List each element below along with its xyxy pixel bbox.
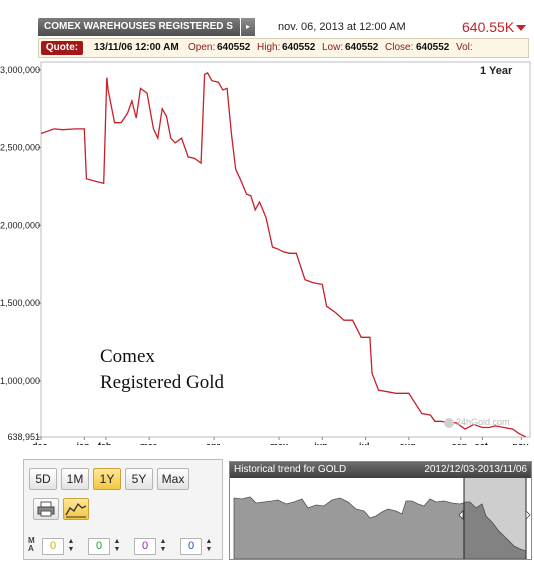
low-label: Low:	[322, 42, 344, 53]
y-tick-label: 3,000,000	[0, 65, 40, 75]
x-tick-label: may	[270, 441, 288, 445]
last-value: 640.55K	[462, 19, 515, 35]
y-tick-label: 2,500,000	[0, 143, 40, 153]
close-value: 640552	[416, 42, 450, 53]
historical-trend-panel[interactable]: Historical trend for GOLD 2012/12/03-201…	[229, 461, 532, 560]
chart-title-tab[interactable]: COMEX WAREHOUSES REGISTERED S	[38, 18, 240, 36]
header-datetime: nov. 06, 2013 at 12:00 AM	[278, 21, 406, 33]
watermark-text: 24hGold.com	[456, 417, 510, 427]
x-tick-label: sep.	[452, 441, 470, 445]
high-label: High:	[257, 42, 281, 53]
ma-stepper-3[interactable]: ▲ ▼	[159, 538, 167, 553]
annotation-line2: Registered Gold	[100, 372, 225, 393]
y-tick-label: 1,000,000	[0, 376, 40, 386]
price-chart[interactable]: 638,951 1,000,000 1,500,000 2,000,000 2,500,…	[0, 60, 534, 445]
ma-field-3[interactable]: 0	[134, 538, 156, 555]
x-tick-label: aug.	[400, 441, 419, 445]
ma-field-2[interactable]: 0	[88, 538, 110, 555]
historical-trend-title: Historical trend for GOLD 2012/12/03-201…	[230, 462, 531, 478]
quote-label: Quote:	[41, 41, 83, 55]
x-tick-label: feb.	[98, 441, 114, 445]
range-label: 1 Year	[480, 65, 513, 77]
y-tick-label: 638,951	[7, 432, 40, 442]
high-value: 640552	[282, 42, 316, 53]
historical-trend-label: Historical trend for GOLD	[234, 464, 347, 475]
logo-icon	[444, 417, 454, 428]
range-button-max[interactable]: Max	[157, 468, 189, 490]
quote-datetime: 13/11/06 12:00 AM	[94, 42, 179, 53]
y-tick-label: 1,500,000	[0, 298, 40, 308]
printer-icon	[37, 501, 55, 517]
annotation-line1: Comex	[100, 346, 155, 367]
selection-window[interactable]	[464, 478, 526, 559]
selection-left-handle-icon[interactable]	[458, 510, 464, 520]
historical-trend-area	[233, 496, 527, 559]
ma-stepper-1[interactable]: ▲ ▼	[67, 538, 75, 553]
watermark: 24hGold.com	[444, 417, 510, 428]
selection-right-handle-icon[interactable]	[525, 510, 531, 520]
x-tick-label: nov.	[512, 441, 530, 445]
y-tick-label: 2,000,000	[0, 220, 40, 230]
x-tick-label: oct.	[474, 441, 490, 445]
ma-field-1[interactable]: 0	[42, 538, 64, 555]
range-button-1y[interactable]: 1Y	[93, 468, 121, 490]
open-label: Open:	[188, 42, 216, 53]
range-button-5d[interactable]: 5D	[29, 468, 57, 490]
x-tick-label: apr.	[206, 441, 222, 445]
x-tick-label: jul.	[358, 441, 372, 445]
x-tick-label: jun.	[313, 441, 330, 445]
chart-type-button[interactable]	[63, 498, 89, 520]
range-button-1m[interactable]: 1M	[61, 468, 89, 490]
historical-trend-chart[interactable]	[230, 478, 531, 559]
vol-label: Vol:	[456, 42, 473, 53]
line-chart-icon	[65, 502, 87, 518]
print-button[interactable]	[33, 498, 59, 520]
price-line	[40, 72, 526, 438]
ma-field-4[interactable]: 0	[180, 538, 202, 555]
x-tick-label: dec.	[32, 441, 50, 445]
title-dropdown-icon[interactable]: ▸	[241, 18, 255, 36]
plot-area	[40, 61, 531, 438]
historical-trend-dates: 2012/12/03-2013/11/06	[424, 464, 527, 475]
ma-stepper-2[interactable]: ▲ ▼	[113, 538, 121, 553]
range-button-5y[interactable]: 5Y	[125, 468, 153, 490]
ma-stepper-4[interactable]: ▲ ▼	[205, 538, 213, 553]
low-value: 640552	[345, 42, 379, 53]
open-value: 640552	[217, 42, 251, 53]
x-tick-label: jan.	[76, 441, 93, 445]
close-label: Close:	[385, 42, 414, 53]
down-arrow-icon	[516, 25, 526, 31]
x-tick-label: mar.	[140, 441, 159, 445]
quote-bar: Quote: 13/11/06 12:00 AM Open: 640552 Hi…	[38, 38, 529, 58]
